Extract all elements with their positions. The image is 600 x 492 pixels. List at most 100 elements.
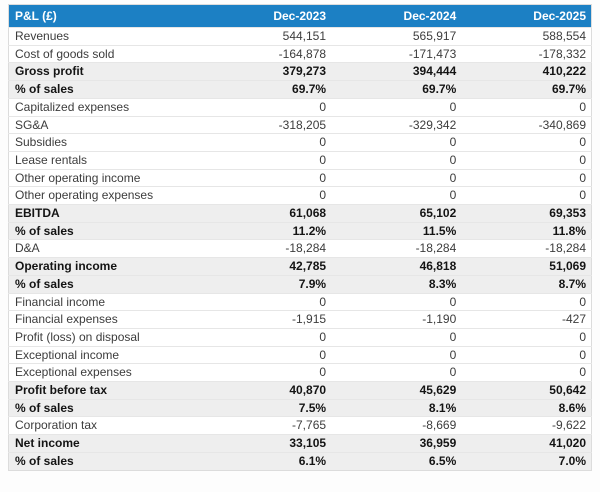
table-body: Revenues 544,151 565,917 588,554 Cost of goo… [8,27,592,471]
row-value: -18,284 [200,239,332,258]
row-value: 33,105 [200,434,332,453]
table-row: Capitalized expenses 0 0 0 [8,97,592,117]
table-row: Net income 33,105 36,959 41,020 [8,434,592,453]
row-value: 11.5% [331,221,462,240]
row-label: Profit (loss) on disposal [8,327,201,347]
table-row: Corporation tax -7,765 -8,669 -9,622 [8,416,592,435]
row-value: 8.7% [461,274,592,294]
row-value: 0 [331,97,462,117]
row-value: 41,020 [461,434,592,453]
table-row: Subsidies 0 0 0 [8,133,592,152]
row-label: SG&A [8,115,201,134]
table-row: Other operating income 0 0 0 [8,168,592,187]
table-row: % of sales 7.5% 8.1% 8.6% [8,398,592,417]
row-value: 0 [331,363,462,382]
row-value: 51,069 [461,257,592,276]
row-value: 0 [331,150,462,170]
table-row: Exceptional income 0 0 0 [8,345,592,364]
row-value: 0 [461,150,592,170]
row-label: Subsidies [8,133,201,152]
row-label: Financial income [8,292,201,311]
table-header-row: P&L (£) Dec-2023 Dec-2024 Dec-2025 [8,4,592,28]
row-value: 50,642 [461,381,592,400]
table-row: % of sales 11.2% 11.5% 11.8% [8,221,592,240]
row-label: Exceptional expenses [8,363,201,382]
row-value: 0 [200,327,332,347]
row-value: -1,190 [331,310,462,329]
row-value: 544,151 [200,27,332,46]
row-label: EBITDA [8,204,201,223]
row-value: -329,342 [331,115,462,134]
table-row: % of sales 7.9% 8.3% 8.7% [8,274,592,294]
row-value: 46,818 [331,257,462,276]
table-row: Revenues 544,151 565,917 588,554 [8,27,592,46]
row-value: 0 [200,133,332,152]
row-value: 588,554 [461,27,592,46]
table-row: Operating income 42,785 46,818 51,069 [8,257,592,276]
table-row: Financial income 0 0 0 [8,292,592,311]
row-value: 7.9% [200,274,332,294]
row-value: 65,102 [331,204,462,223]
pnl-table-container: P&L (£) Dec-2023 Dec-2024 Dec-2025 Reven… [8,4,592,471]
column-header-dec-2023: Dec-2023 [200,4,332,28]
row-value: 45,629 [331,381,462,400]
column-header-dec-2024: Dec-2024 [331,4,462,28]
row-label: Lease rentals [8,150,201,170]
row-label: Other operating expenses [8,186,201,205]
table-row: % of sales 6.1% 6.5% 7.0% [8,451,592,471]
row-value: 0 [461,97,592,117]
row-value: 7.0% [461,451,592,471]
row-value: -18,284 [331,239,462,258]
row-value: 410,222 [461,62,592,81]
row-label: Other operating income [8,168,201,187]
table-row: Lease rentals 0 0 0 [8,150,592,170]
row-label: % of sales [8,274,201,294]
table-row: EBITDA 61,068 65,102 69,353 [8,204,592,223]
pnl-table: P&L (£) Dec-2023 Dec-2024 Dec-2025 Reven… [8,4,592,471]
table-row: Cost of goods sold -164,878 -171,473 -178,3… [8,44,592,63]
row-label: Operating income [8,257,201,276]
table-row: Financial expenses -1,915 -1,190 -427 [8,310,592,329]
row-value: 0 [461,345,592,364]
row-value: 0 [461,327,592,347]
row-label: Exceptional income [8,345,201,364]
row-value: 69.7% [331,80,462,99]
row-value: 69,353 [461,204,592,223]
table-row: SG&A -318,205 -329,342 -340,869 [8,115,592,134]
table-row: Profit (loss) on disposal 0 0 0 [8,327,592,347]
row-label: D&A [8,239,201,258]
row-value: -9,622 [461,416,592,435]
row-value: 379,273 [200,62,332,81]
row-value: -178,332 [461,44,592,63]
row-label: Capitalized expenses [8,97,201,117]
row-value: -164,878 [200,44,332,63]
row-value: 0 [331,327,462,347]
row-value: 40,870 [200,381,332,400]
row-value: 565,917 [331,27,462,46]
row-value: 0 [200,363,332,382]
row-value: 8.6% [461,398,592,417]
row-label: Financial expenses [8,310,201,329]
row-value: 8.3% [331,274,462,294]
row-value: 42,785 [200,257,332,276]
row-value: 0 [200,345,332,364]
row-label: % of sales [8,451,201,471]
table-row: Other operating expenses 0 0 0 [8,186,592,205]
row-value: -340,869 [461,115,592,134]
row-value: 11.8% [461,221,592,240]
row-label: % of sales [8,221,201,240]
row-value: -171,473 [331,44,462,63]
row-value: 61,068 [200,204,332,223]
row-value: -427 [461,310,592,329]
row-value: 0 [331,345,462,364]
row-value: 0 [461,363,592,382]
row-value: 6.1% [200,451,332,471]
row-label: Revenues [8,27,201,46]
row-value: 0 [331,292,462,311]
table-row: Profit before tax 40,870 45,629 50,642 [8,381,592,400]
row-value: -1,915 [200,310,332,329]
row-value: 0 [331,133,462,152]
table-row: Gross profit 379,273 394,444 410,222 [8,62,592,81]
table-row: D&A -18,284 -18,284 -18,284 [8,239,592,258]
row-value: 0 [331,186,462,205]
